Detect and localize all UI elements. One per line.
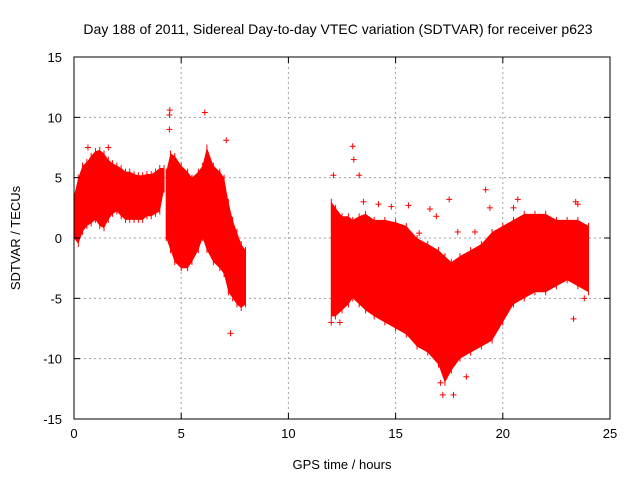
x-tick-label: 20 — [496, 426, 510, 441]
x-tick-label: 15 — [388, 426, 402, 441]
data-point — [336, 319, 343, 326]
y-tick-label: 15 — [48, 50, 62, 65]
data-point — [486, 204, 493, 211]
data-point — [166, 126, 173, 133]
data-point — [463, 373, 470, 380]
x-tick-label: 0 — [70, 426, 77, 441]
y-tick-label: 5 — [55, 171, 62, 186]
data-point — [349, 143, 356, 150]
data-point — [450, 391, 457, 398]
data-point — [454, 228, 461, 235]
data-point — [328, 319, 335, 326]
data-point — [356, 172, 363, 179]
data-point — [514, 196, 521, 203]
data-point — [482, 186, 489, 193]
y-tick-label: 0 — [55, 231, 62, 246]
data-point — [84, 144, 91, 151]
data-layer — [73, 107, 590, 398]
data-point — [223, 137, 230, 144]
data-point — [416, 230, 423, 237]
data-point — [426, 206, 433, 213]
data-point — [570, 315, 577, 322]
data-point — [227, 330, 234, 337]
data-point — [446, 196, 453, 203]
data-point — [405, 202, 412, 209]
data-band — [166, 147, 246, 308]
data-point — [166, 111, 173, 118]
data-point — [375, 201, 382, 208]
y-tick-label: 10 — [48, 110, 62, 125]
data-point — [201, 109, 208, 116]
data-point — [105, 144, 112, 151]
chart-title: Day 188 of 2011, Sidereal Day-to-day VTE… — [83, 21, 592, 37]
data-band — [74, 149, 164, 244]
tick-layer: 0 5 10 15 20 25 -15 -10 -5 0 5 10 15 — [43, 50, 617, 441]
data-point — [471, 228, 478, 235]
x-axis-label: GPS time / hours — [293, 457, 392, 472]
x-tick-label: 5 — [178, 426, 185, 441]
y-tick-label: -10 — [43, 352, 62, 367]
y-axis-label: SDTVAR / TECUs — [8, 185, 23, 290]
data-point — [330, 172, 337, 179]
data-point — [433, 213, 440, 220]
x-tick-label: 10 — [281, 426, 295, 441]
data-point — [360, 198, 367, 205]
data-point — [388, 203, 395, 210]
data-point — [510, 204, 517, 211]
data-point — [574, 201, 581, 208]
y-tick-label: -15 — [43, 412, 62, 427]
data-point — [350, 156, 357, 163]
data-point — [437, 379, 444, 386]
data-point — [439, 391, 446, 398]
y-tick-label: -5 — [50, 291, 62, 306]
x-tick-label: 25 — [603, 426, 617, 441]
data-point — [581, 295, 588, 302]
